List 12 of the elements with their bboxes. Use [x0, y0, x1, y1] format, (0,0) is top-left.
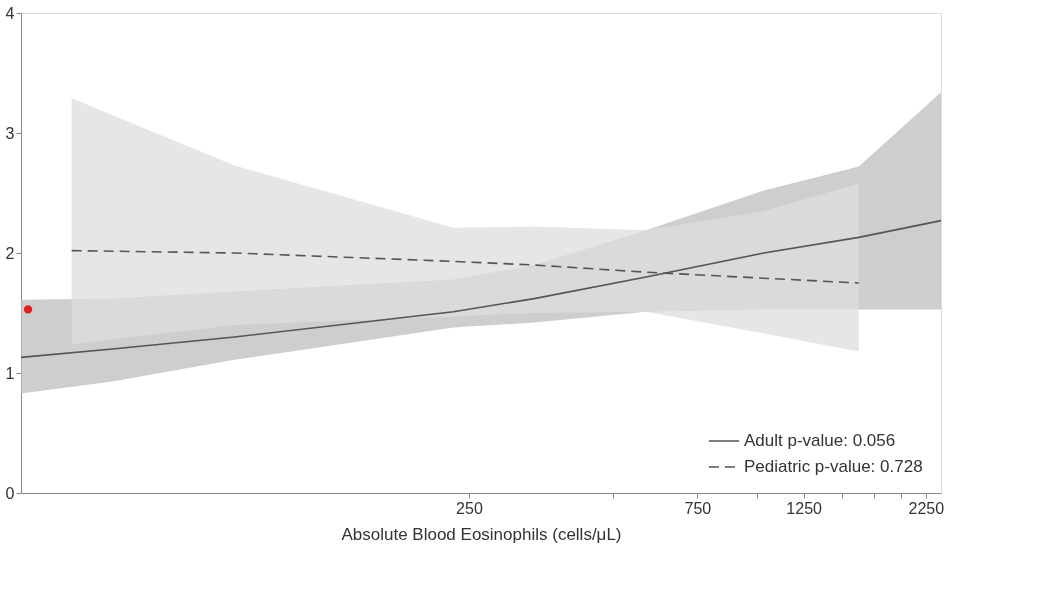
y-tick-label: 4 [5, 4, 15, 22]
y-tick-label: 0 [5, 484, 15, 502]
y-tick-label: 3 [5, 124, 15, 142]
x-axis-title: Absolute Blood Eosinophils (cells/μL) [341, 524, 622, 544]
x-tick-label: 750 [684, 499, 712, 517]
x-tick-label: 2250 [908, 499, 945, 517]
x-tick-label: 1250 [786, 499, 823, 517]
legend-label: Pediatric p-value: 0.728 [744, 457, 923, 476]
y-tick-label: 1 [5, 364, 15, 382]
y-tick-label: 2 [5, 244, 15, 262]
x-tick-label: 250 [456, 499, 483, 517]
legend-label: Adult p-value: 0.056 [744, 431, 896, 450]
